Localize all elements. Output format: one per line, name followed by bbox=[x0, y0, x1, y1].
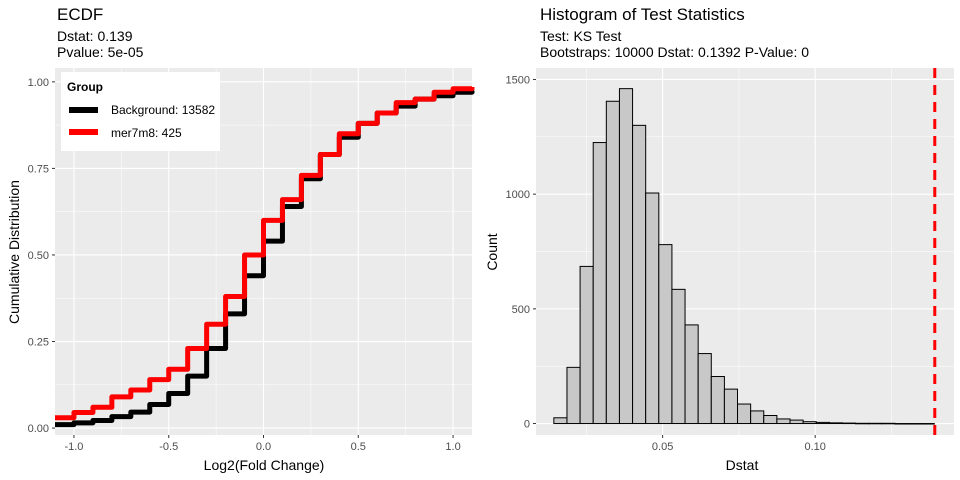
histogram-bar bbox=[632, 124, 647, 425]
left-subtitle-dstat: Dstat: 0.139 bbox=[57, 28, 133, 44]
histogram-bar bbox=[894, 423, 909, 425]
right-chart-title: Histogram of Test Statistics bbox=[540, 5, 745, 24]
histogram-bar bbox=[553, 417, 568, 425]
histogram-bar bbox=[763, 415, 778, 425]
left-chart-title: ECDF bbox=[57, 5, 104, 24]
right-x-axis-title: Dstat bbox=[725, 457, 759, 473]
histogram-bar bbox=[566, 366, 581, 425]
histogram-bar bbox=[684, 324, 699, 425]
ecdf-x-tick-label: -0.5 bbox=[159, 441, 178, 453]
histogram-x-tick-label: 0.10 bbox=[804, 441, 825, 453]
histogram-bar bbox=[802, 421, 817, 425]
histogram-bar bbox=[671, 288, 686, 425]
ecdf-tick-labels: -1.0 -0.5 0.0 0.5 1.0 0.00 0.25 0.50 0.75 1.00 bbox=[28, 77, 461, 453]
right-subtitle-stats: Bootstraps: 10000 Dstat: 0.1392 P-Value:… bbox=[540, 44, 810, 60]
ecdf-legend: Group Background: 13582 mer7m8: 425 bbox=[61, 72, 220, 151]
histogram-bar bbox=[592, 142, 607, 425]
ecdf-chart: -1.0 -0.5 0.0 0.5 1.0 0.00 0.25 0.50 0.75 1.00 Gr… bbox=[28, 68, 475, 453]
histogram-bar bbox=[868, 422, 883, 425]
legend-label-background: Background: 13582 bbox=[111, 103, 215, 117]
histogram-bar bbox=[645, 192, 660, 425]
ecdf-line-mer7m8 bbox=[55, 86, 475, 421]
histogram-bar bbox=[841, 422, 857, 425]
ecdf-x-tick-label: 0.5 bbox=[351, 441, 366, 453]
histogram-y-tick-label: 1000 bbox=[506, 189, 530, 201]
ecdf-series bbox=[55, 86, 475, 428]
ecdf-y-tick-label: 1.00 bbox=[28, 77, 49, 89]
left-subtitle-pvalue: Pvalue: 5e-05 bbox=[57, 44, 144, 60]
histogram-bar bbox=[710, 376, 725, 425]
histogram-bar bbox=[789, 419, 804, 425]
histogram-bar bbox=[723, 388, 739, 425]
histogram-bar bbox=[618, 88, 634, 425]
histogram-bar bbox=[815, 421, 830, 425]
histogram-bar bbox=[697, 353, 712, 425]
histogram-bar bbox=[855, 422, 870, 425]
histogram-y-tick-label: 0 bbox=[524, 419, 530, 431]
ecdf-y-tick-label: 0.50 bbox=[28, 250, 49, 262]
right-subtitle-test: Test: KS Test bbox=[540, 28, 622, 44]
ecdf-y-tick-label: 0.75 bbox=[28, 163, 49, 175]
histogram-y-tick-label: 500 bbox=[512, 304, 530, 316]
legend-title: Group bbox=[67, 80, 103, 94]
histogram-bar bbox=[579, 265, 594, 425]
left-x-axis-title: Log2(Fold Change) bbox=[203, 457, 325, 473]
histogram-bar bbox=[776, 418, 791, 425]
histogram-bar bbox=[737, 403, 752, 425]
histogram-bar bbox=[920, 423, 935, 425]
histogram-y-tick-label: 1500 bbox=[506, 74, 530, 86]
histogram-bars bbox=[553, 88, 935, 425]
legend-label-mer7m8: mer7m8: 425 bbox=[111, 126, 182, 140]
ecdf-y-tick-label: 0.25 bbox=[28, 337, 49, 349]
histogram-bar bbox=[881, 422, 896, 425]
histogram-bar bbox=[828, 422, 843, 425]
histogram-bar bbox=[750, 410, 765, 425]
histogram-bar bbox=[605, 100, 620, 425]
ecdf-x-tick-label: 0.0 bbox=[256, 441, 271, 453]
histogram-tick-labels: 0.05 0.10 0 500 1000 1500 bbox=[506, 74, 826, 453]
histogram-bar bbox=[658, 244, 673, 425]
ecdf-y-tick-label: 0.00 bbox=[28, 423, 49, 435]
ecdf-x-tick-label: -1.0 bbox=[64, 441, 83, 453]
ecdf-x-tick-label: 1.0 bbox=[445, 441, 460, 453]
histogram-bar bbox=[907, 423, 922, 425]
histogram-x-tick-label: 0.05 bbox=[652, 441, 673, 453]
